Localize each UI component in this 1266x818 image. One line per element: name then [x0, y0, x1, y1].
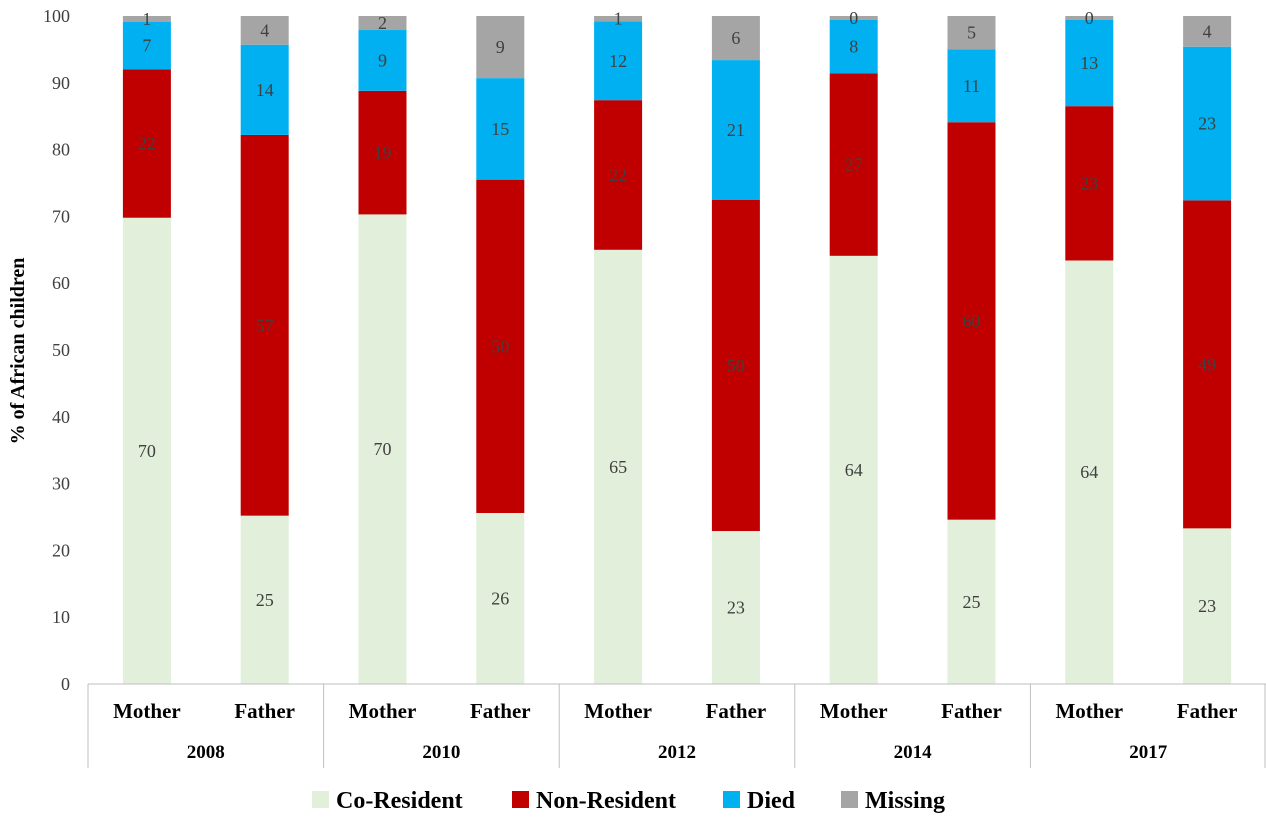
legend-label: Non-Resident	[536, 788, 676, 814]
data-label: 64	[1080, 462, 1098, 482]
legend-item-co-resident: Co-Resident	[312, 788, 463, 814]
x-axis: Mother Father Mother Father Mother Father Moth…	[88, 684, 1266, 768]
legend-label: Missing	[865, 788, 945, 814]
data-label: 21	[727, 120, 745, 140]
data-label: 0	[1085, 8, 1094, 28]
data-label: 50	[491, 336, 509, 356]
y-tick-label: 30	[52, 474, 70, 494]
legend-item-missing: Missing	[841, 788, 945, 814]
data-label: 7	[142, 36, 151, 56]
data-label: 70	[138, 441, 156, 461]
data-label: 65	[609, 457, 627, 477]
y-tick-label: 40	[52, 407, 70, 427]
data-label: 12	[609, 51, 627, 71]
bar-2010-mother: 70 19 9 2	[359, 13, 407, 684]
data-label: 0	[849, 8, 858, 28]
data-label: 4	[1203, 21, 1212, 41]
data-label: 1	[142, 9, 151, 29]
x-category-label: Father	[941, 699, 1002, 723]
data-label: 19	[374, 143, 392, 163]
bar-2017-father: 23 49 23 4	[1183, 16, 1231, 684]
data-label: 23	[1198, 596, 1216, 616]
y-axis: 0 10 20 30 40 50 60 70 80 90 100	[43, 6, 70, 694]
data-label: 60	[963, 311, 981, 331]
legend-label: Died	[747, 788, 796, 814]
data-label: 22	[609, 165, 627, 185]
x-category-label: Father	[1177, 699, 1238, 723]
bar-2014-mother: 64 27 8 0	[830, 8, 878, 684]
x-group-label: 2010	[422, 742, 460, 763]
data-label: 1	[614, 9, 623, 29]
x-group-label: 2012	[658, 742, 696, 763]
y-tick-label: 10	[52, 607, 70, 627]
data-label: 70	[374, 439, 392, 459]
y-tick-label: 50	[52, 340, 70, 360]
data-label: 6	[731, 28, 740, 48]
data-label: 26	[491, 588, 509, 608]
y-tick-label: 70	[52, 206, 70, 226]
bars: 7022712557144701992265015965221212350216…	[123, 8, 1231, 684]
bar-2008-mother: 70 22 7 1	[123, 9, 171, 684]
legend: Co-Resident Non-Resident Died Missing	[312, 788, 945, 814]
bar-2010-father: 26 50 15 9	[476, 16, 524, 684]
x-category-label: Mother	[1055, 699, 1123, 723]
x-category-label: Mother	[349, 699, 417, 723]
legend-swatch	[841, 791, 858, 808]
data-label: 4	[260, 20, 269, 40]
x-group-label: 2017	[1129, 742, 1168, 763]
x-category-label: Mother	[113, 699, 181, 723]
x-group-label: 2014	[894, 742, 933, 763]
data-label: 9	[378, 50, 387, 70]
x-group-label: 2008	[187, 742, 225, 763]
legend-item-died: Died	[723, 788, 796, 814]
bar-2012-father: 23 50 21 6	[712, 16, 760, 684]
legend-swatch	[723, 791, 740, 808]
data-label: 23	[1198, 114, 1216, 134]
data-label: 11	[963, 76, 980, 96]
data-label: 50	[727, 355, 745, 375]
data-label: 49	[1198, 354, 1216, 374]
legend-swatch	[312, 791, 329, 808]
data-label: 57	[256, 315, 274, 335]
data-label: 9	[496, 37, 505, 57]
data-label: 15	[491, 119, 509, 139]
data-label: 14	[256, 80, 274, 100]
data-label: 25	[256, 590, 274, 610]
data-label: 2	[378, 13, 387, 33]
x-category-label: Mother	[584, 699, 652, 723]
legend-swatch	[512, 791, 529, 808]
bar-2017-mother: 64 23 13 0	[1065, 8, 1113, 684]
data-label: 23	[727, 598, 745, 618]
y-tick-label: 0	[61, 674, 70, 694]
x-category-label: Mother	[820, 699, 888, 723]
bar-2014-father: 25 60 11 5	[948, 16, 996, 684]
data-label: 27	[845, 155, 863, 175]
data-label: 22	[138, 134, 156, 154]
legend-item-non-resident: Non-Resident	[512, 788, 676, 814]
x-category-label: Father	[706, 699, 767, 723]
data-label: 13	[1080, 53, 1098, 73]
y-axis-label: % of African children	[7, 258, 29, 445]
y-tick-label: 60	[52, 273, 70, 293]
y-tick-label: 90	[52, 73, 70, 93]
x-category-label: Father	[470, 699, 531, 723]
y-tick-label: 20	[52, 540, 70, 560]
x-category-label: Father	[234, 699, 295, 723]
data-label: 23	[1080, 173, 1098, 193]
bar-2012-mother: 65 22 12 1	[594, 9, 642, 684]
data-label: 8	[849, 37, 858, 57]
y-tick-label: 100	[43, 6, 70, 26]
legend-label: Co-Resident	[336, 788, 463, 814]
bar-2008-father: 25 57 14 4	[241, 16, 289, 684]
y-tick-label: 80	[52, 140, 70, 160]
data-label: 64	[845, 460, 863, 480]
data-label: 25	[963, 592, 981, 612]
data-label: 5	[967, 23, 976, 43]
